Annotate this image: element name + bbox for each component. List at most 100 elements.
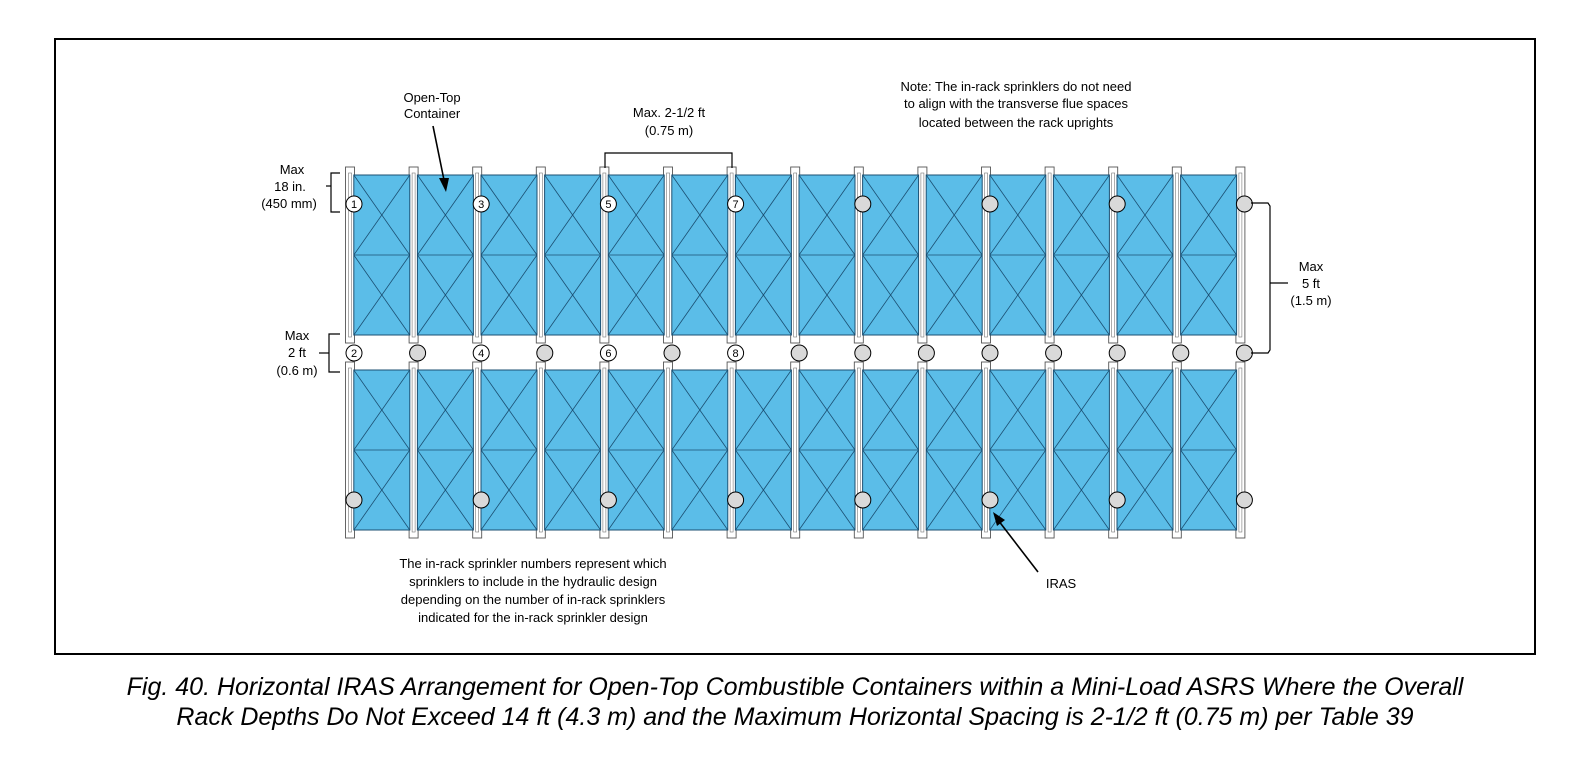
max-2ft-bracket [328, 333, 340, 373]
open-top-container [607, 174, 665, 336]
rack-upright-inner [729, 172, 734, 338]
in-rack-sprinkler [727, 491, 745, 509]
rack-upright-inner [1175, 367, 1179, 533]
open-top-container-label-1: Open-Top [403, 90, 460, 105]
in-rack-sprinkler [1235, 344, 1253, 362]
rack-upright-inner [411, 367, 416, 533]
in-rack-sprinkler [1108, 195, 1126, 213]
open-top-container [353, 174, 411, 336]
max-2ft-label-1: Max [285, 328, 310, 343]
figure-caption: Fig. 40. Horizontal IRAS Arrangement for… [40, 672, 1550, 732]
open-top-container [734, 369, 792, 531]
note-line-2: to align with the transverse flue spaces [904, 96, 1129, 111]
rack-upright-inner [1238, 172, 1243, 338]
in-rack-sprinkler [472, 491, 490, 509]
open-top-container [989, 174, 1047, 336]
in-rack-sprinkler [1108, 344, 1126, 362]
open-top-container-label-2: Container [404, 106, 461, 121]
in-rack-sprinkler: 3 [472, 195, 490, 213]
iras-arrow-head [993, 512, 1005, 526]
open-top-container [798, 369, 856, 531]
in-rack-sprinkler [790, 344, 808, 362]
in-rack-sprinkler: 5 [599, 195, 617, 213]
open-top-container [862, 174, 920, 336]
open-top-arrow-line [432, 125, 445, 181]
max-18in-callout: Max 18 in. (450 mm) [261, 162, 340, 213]
caption-line-2: Rack Depths Do Not Exceed 14 ft (4.3 m) … [176, 703, 1414, 731]
open-top-container [1116, 369, 1174, 531]
iras-arrow-line [997, 519, 1039, 573]
max-2ft-label-2: 2 ft [288, 345, 306, 360]
rack-upright-inner [1175, 172, 1179, 338]
rack-upright-inner [920, 172, 925, 338]
sprinkler-number: 7 [733, 199, 739, 211]
in-rack-sprinkler [1172, 344, 1190, 362]
in-rack-sprinkler: 7 [727, 195, 745, 213]
rack-upright-inner [856, 172, 861, 338]
max-2ft-callout: Max 2 ft (0.6 m) [276, 328, 340, 378]
max-spacing-bracket [604, 152, 733, 168]
sprinkler-number: 1 [351, 199, 357, 211]
open-top-container [1180, 369, 1238, 531]
in-rack-sprinkler: 2 [345, 344, 363, 362]
open-top-container [544, 174, 602, 336]
in-rack-sprinkler: 1 [345, 195, 363, 213]
in-rack-sprinkler [981, 344, 999, 362]
rack-upright-inner [411, 172, 416, 338]
in-rack-sprinkler [409, 344, 427, 362]
figure-frame [54, 38, 1536, 655]
in-rack-sprinkler [663, 344, 681, 362]
sprinkler-number: 4 [478, 348, 484, 360]
in-rack-sprinkler: 8 [727, 344, 745, 362]
open-top-container-callout: Open-Top Container [403, 90, 461, 192]
rack-upright-inner [538, 367, 543, 533]
note-line-3: located between the rack uprights [919, 115, 1114, 130]
max-18in-label-2: 18 in. [274, 179, 306, 194]
open-top-container [671, 174, 729, 336]
in-rack-sprinkler [1235, 195, 1253, 213]
alignment-note: Note: The in-rack sprinklers do not need… [901, 79, 1132, 130]
sprinkler-number: 2 [351, 348, 357, 360]
in-rack-sprinkler [854, 491, 872, 509]
max-spacing-label-1: Max. 2-1/2 ft [633, 105, 706, 120]
sprinkler-number: 6 [605, 348, 611, 360]
open-top-arrow-head [439, 178, 449, 192]
rack-upright-inner [856, 367, 861, 533]
in-rack-sprinkler [1235, 491, 1253, 509]
in-rack-sprinkler [1108, 491, 1126, 509]
max-5ft-bracket [1251, 202, 1271, 354]
rack-upright-inner [793, 367, 798, 533]
numbers-note-line-4: indicated for the in-rack sprinkler desi… [418, 610, 648, 625]
rack-upright-inner [920, 367, 925, 533]
open-top-container [925, 174, 983, 336]
rack-upright-inner [1047, 172, 1052, 338]
open-top-container [1180, 174, 1238, 336]
max-2ft-label-3: (0.6 m) [276, 363, 317, 378]
in-rack-sprinklers: 1 3 5 7 2 4 6 8 [345, 195, 1253, 509]
in-rack-sprinkler: 6 [599, 344, 617, 362]
open-top-container [989, 369, 1047, 531]
rack-upright-inner [984, 367, 988, 533]
rack-upright-inner [666, 367, 670, 533]
rack-upright-inner [1111, 367, 1115, 533]
max-spacing-label-2: (0.75 m) [645, 123, 693, 138]
open-top-container [1052, 174, 1110, 336]
sprinkler-numbers-note: The in-rack sprinkler numbers represent … [399, 556, 666, 625]
in-rack-sprinkler [345, 491, 363, 509]
open-top-container [925, 369, 983, 531]
sprinkler-number: 5 [605, 199, 611, 211]
max-5ft-label-2: 5 ft [1302, 276, 1320, 291]
rack-upright-inner [1111, 172, 1115, 338]
rack-upright-inner [348, 172, 352, 338]
rack-upright-inner [475, 367, 480, 533]
open-top-container [416, 174, 474, 336]
rack-upright-inner [984, 172, 988, 338]
open-top-container [671, 369, 729, 531]
open-top-container [480, 174, 538, 336]
open-top-container [544, 369, 602, 531]
iras-label: IRAS [1046, 576, 1077, 591]
in-rack-sprinkler [854, 195, 872, 213]
rack-upright-inner [1047, 367, 1052, 533]
open-top-container [862, 369, 920, 531]
open-top-container [1116, 174, 1174, 336]
